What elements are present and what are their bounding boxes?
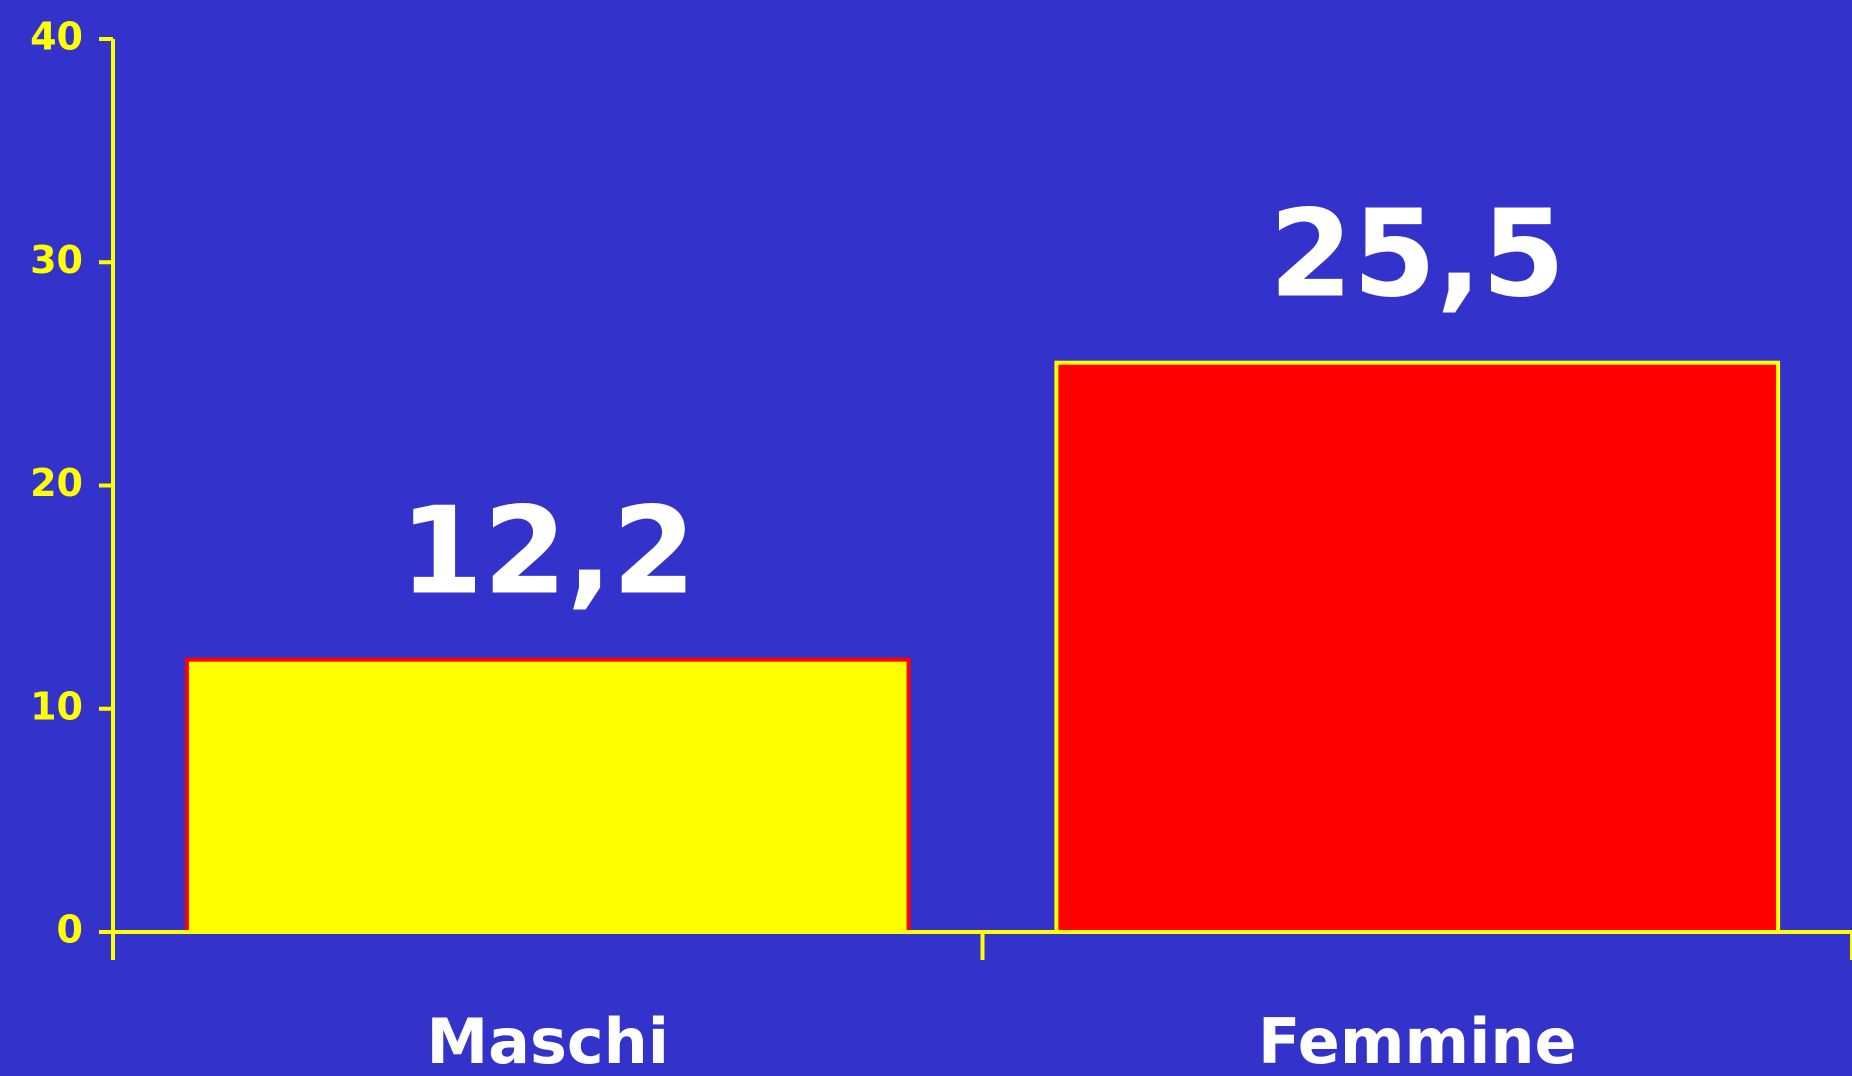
value-label: 25,5 — [1269, 185, 1565, 324]
y-tick-label: 30 — [30, 238, 83, 282]
y-tick-label: 40 — [30, 15, 83, 59]
value-label: 12,2 — [400, 482, 696, 621]
bar — [1054, 360, 1781, 934]
y-tick-label: 0 — [57, 908, 83, 952]
y-tick-label: 10 — [30, 684, 83, 728]
y-tick-label: 20 — [30, 461, 83, 505]
x-tick-label: Femmine — [1258, 1005, 1577, 1076]
bar — [184, 657, 911, 934]
x-tick-label: Maschi — [426, 1005, 669, 1076]
